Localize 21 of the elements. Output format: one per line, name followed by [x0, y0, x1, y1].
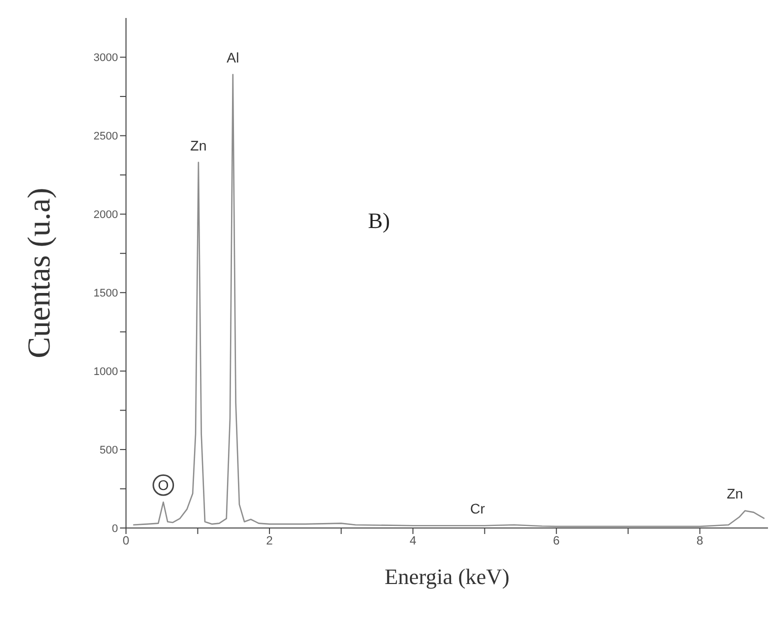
annotation: Al [226, 49, 240, 66]
annotation: Zn [726, 486, 744, 502]
y-tick-label: 1000 [94, 366, 118, 378]
line-series [132, 74, 766, 528]
x-tick-label: 0 [122, 534, 130, 548]
y-tick-label: 1500 [94, 288, 118, 300]
x-tick-label: 2 [266, 534, 274, 548]
annotation: B) [368, 208, 390, 234]
x-axis-title: Energia (keV) [384, 564, 510, 589]
x-tick-label: 6 [553, 534, 560, 548]
annotation: Zn [190, 137, 207, 154]
y-tick-label: 3000 [94, 52, 118, 64]
y-tick-label: 0 [112, 522, 118, 535]
y-tick-label: 2000 [94, 209, 118, 222]
annotation: O [158, 477, 169, 494]
y-axis-title: Cuentas (u.a) [20, 188, 56, 358]
x-tick-label: 4 [410, 534, 417, 548]
y-tick-label: 2500 [94, 130, 118, 143]
annotation: Cr [470, 500, 486, 517]
y-tick-label: 500 [100, 444, 118, 456]
x-tick-label: 8 [696, 534, 704, 548]
